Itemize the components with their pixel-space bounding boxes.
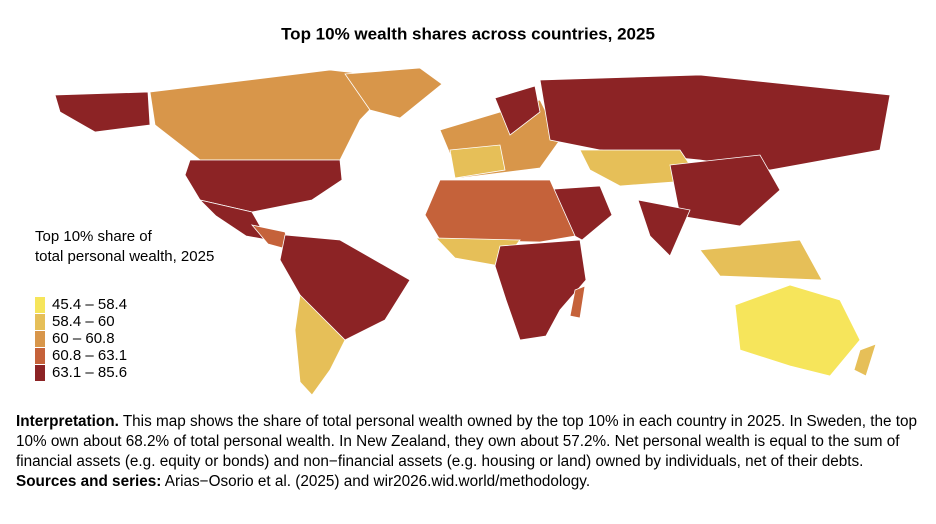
map-title: Top 10% wealth shares across countries, … xyxy=(281,24,655,43)
legend-title: total personal wealth, 2025 xyxy=(35,248,214,265)
note-body: This map shows the share of total person… xyxy=(16,413,918,470)
legend-swatch xyxy=(35,365,45,381)
regions xyxy=(54,67,891,396)
legend-swatch xyxy=(35,314,45,330)
note-lead: Interpretation. xyxy=(16,413,119,430)
region xyxy=(569,285,586,319)
note-sources-lead: Sources and series: xyxy=(16,473,162,490)
legend-label: 60 – 60.8 xyxy=(52,330,115,347)
region xyxy=(149,69,401,161)
region xyxy=(579,149,701,187)
region xyxy=(699,239,823,281)
region xyxy=(637,199,691,257)
legend-swatch xyxy=(35,348,45,364)
region xyxy=(184,159,343,213)
map: Top 10% wealth shares across countries, … xyxy=(35,24,891,396)
region xyxy=(734,284,861,377)
region xyxy=(853,343,877,377)
region xyxy=(54,91,151,133)
legend-label: 45.4 – 58.4 xyxy=(52,296,127,313)
legend-swatch xyxy=(35,331,45,347)
legend-title: Top 10% share of xyxy=(35,228,153,245)
region xyxy=(449,144,506,179)
note: Interpretation. This map shows the share… xyxy=(16,412,926,492)
legend-label: 63.1 – 85.6 xyxy=(52,364,127,381)
note-sources: Arias−Osorio et al. (2025) and wir2026.w… xyxy=(161,473,591,490)
legend-label: 58.4 – 60 xyxy=(52,313,115,330)
region xyxy=(198,199,269,241)
region xyxy=(344,67,443,119)
region xyxy=(494,239,587,341)
region xyxy=(424,179,576,243)
region xyxy=(294,294,346,396)
region xyxy=(539,74,891,171)
legend-label: 60.8 – 63.1 xyxy=(52,347,127,364)
legend-swatch xyxy=(35,297,45,313)
region xyxy=(494,85,541,136)
